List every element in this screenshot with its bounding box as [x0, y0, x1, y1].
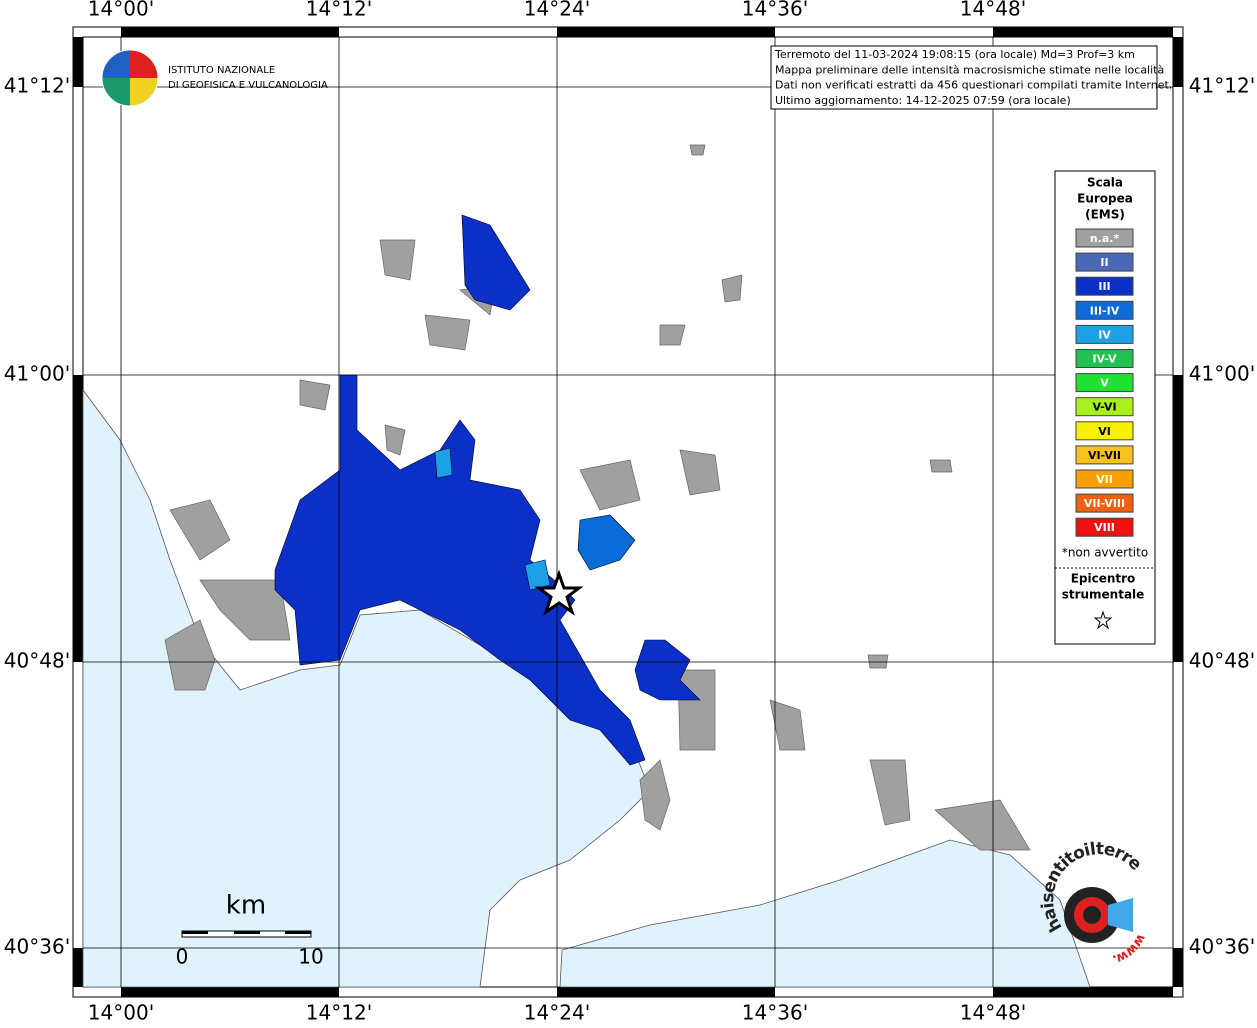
legend-swatch: [1075, 300, 1134, 320]
legend-label: III-IV: [1090, 304, 1120, 317]
scale-tick: 0: [176, 945, 189, 969]
lat-label: 40°48': [4, 649, 70, 673]
epicenter-star: [534, 569, 584, 616]
logo: ISTITUTO NAZIONALE DI GEOFISICA E VULCAN…: [101, 49, 328, 107]
legend-label: VII: [1096, 473, 1113, 486]
scale-tick: 10: [298, 945, 323, 969]
legend-swatch: [1075, 349, 1134, 368]
legend-label: V-VI: [1092, 401, 1116, 414]
legend: ScalaEuropea(EMS)n.a.*IIIIIIII-IVIVIV-VV…: [1062, 176, 1148, 602]
lat-label: 40°48': [1189, 649, 1255, 673]
lon-label: 14°24': [524, 0, 590, 21]
graticule: [83, 37, 1173, 987]
institute-line: DI GEOFISICA E VULCANOLOGIA: [168, 80, 328, 91]
legend-swatch: [1075, 493, 1134, 513]
info-line: Terremoto del 11-03-2024 19:08:15 (ora l…: [774, 48, 1135, 61]
legend-title: Scala: [1087, 176, 1123, 190]
scalebar: km 0 10: [176, 891, 324, 969]
legend-swatch: [1075, 228, 1134, 248]
lat-label: 41°00': [1189, 362, 1255, 386]
info-box: [770, 45, 1158, 110]
lon-label: 14°12': [306, 1001, 372, 1025]
legend-label: n.a.*: [1090, 232, 1120, 245]
lat-label: 41°12': [1189, 74, 1255, 98]
lon-label: 14°36': [742, 1001, 808, 1025]
legend-swatch: [1075, 324, 1134, 344]
legend-label: VIII: [1094, 521, 1115, 534]
legend-epicenter: strumentale: [1062, 588, 1145, 602]
legend-epicenter: Epicentro: [1071, 572, 1136, 586]
legend-label: III: [1098, 280, 1110, 293]
lon-label: 14°00': [88, 0, 154, 21]
institute-line: ISTITUTO NAZIONALE: [168, 65, 275, 76]
legend-label: VI-VII: [1088, 449, 1121, 462]
legend-star: [1093, 610, 1113, 630]
legend-swatch: [1075, 276, 1134, 296]
info-line: Mappa preliminare delle intensità macros…: [775, 63, 1164, 76]
legend-swatch: [1075, 469, 1134, 489]
lon-label: 14°00': [88, 1001, 154, 1025]
legend-swatch: [1075, 517, 1134, 537]
lon-label: 14°48': [960, 0, 1026, 21]
legend-label: IV-V: [1092, 353, 1117, 366]
legend-label: V: [1100, 377, 1109, 390]
legend-title: (EMS): [1085, 208, 1125, 222]
legend-swatch: [1075, 445, 1134, 465]
legend-swatch: [1075, 373, 1134, 393]
legend-swatch: [1075, 397, 1134, 417]
legend-swatch: [1075, 252, 1134, 272]
frame-bars: [73, 27, 1183, 997]
lat-label: 40°36': [4, 935, 70, 959]
lon-label: 14°36': [742, 0, 808, 21]
info-line: Dati non verificati estratti da 456 ques…: [775, 79, 1172, 92]
intensity-III-areas: [274, 214, 701, 766]
lon-label: 14°24': [524, 1001, 590, 1025]
intensity-III-IV-areas: [434, 447, 636, 591]
legend-note: *non avvertito: [1062, 546, 1148, 560]
sea: [82, 388, 1091, 988]
legend-label: II: [1100, 256, 1108, 269]
legend-label: VI: [1098, 425, 1111, 438]
lat-label: 41°12': [4, 74, 70, 98]
legend-label: VII-VIII: [1084, 497, 1125, 510]
legend-label: IV: [1098, 328, 1111, 341]
lon-label: 14°12': [306, 0, 372, 21]
info-line: Ultimo aggiornamento: 14-12-2025 07:59 (…: [775, 94, 1071, 107]
lat-label: 40°36': [1189, 935, 1255, 959]
lat-label: 41°00': [4, 362, 70, 386]
legend-swatch: [1075, 421, 1134, 441]
legend-title: Europea: [1077, 192, 1133, 206]
lon-label: 14°48': [960, 1001, 1026, 1025]
coordinate-labels: 14°00' 14°00' 14°12' 14°12' 14°24' 14°24' 14°3…: [4, 0, 1255, 1025]
info-text: Terremoto del 11-03-2024 19:08:15 (ora l…: [774, 48, 1172, 107]
scale-unit: km: [226, 891, 266, 921]
